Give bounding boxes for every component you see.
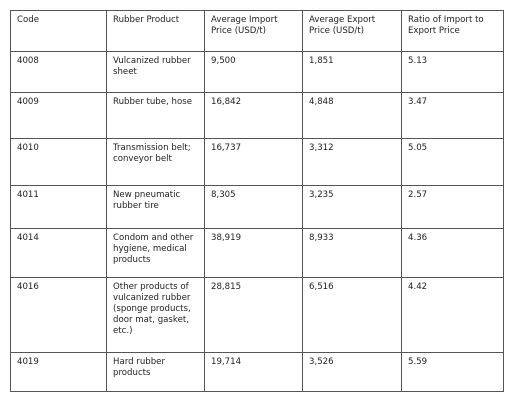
header-rubber-product: Rubber Product (106, 10, 205, 52)
header-average-export-price: Average Export Price (USD/t) (302, 10, 402, 52)
table-header-row: Code Rubber Product Average Import Price… (10, 10, 504, 52)
cell-export-price: 3,312 (302, 138, 402, 186)
cell-product: Transmission belt; conveyor belt (106, 138, 205, 186)
cell-product: Rubber tube, hose (106, 92, 205, 139)
cell-ratio: 5.05 (401, 138, 504, 186)
table-row: 4009 Rubber tube, hose 16,842 4,848 3.47 (10, 92, 504, 139)
cell-code: 4009 (10, 92, 107, 139)
table-row: 4011 New pneumatic rubber tire 8,305 3,2… (10, 185, 504, 229)
cell-export-price: 3,235 (302, 185, 402, 229)
cell-code: 4011 (10, 185, 107, 229)
header-code: Code (10, 10, 107, 52)
cell-export-price: 3,526 (302, 352, 402, 392)
cell-import-price: 8,305 (204, 185, 303, 229)
cell-ratio: 3.47 (401, 92, 504, 139)
cell-product: Vulcanized rubber sheet (106, 51, 205, 93)
table-row: 4014 Condom and other hygiene, medical p… (10, 228, 504, 278)
cell-code: 4010 (10, 138, 107, 186)
cell-ratio: 5.59 (401, 352, 504, 392)
table-row: 4008 Vulcanized rubber sheet 9,500 1,851… (10, 51, 504, 93)
table-row: 4010 Transmission belt; conveyor belt 16… (10, 138, 504, 186)
cell-export-price: 8,933 (302, 228, 402, 278)
cell-ratio: 2.57 (401, 185, 504, 229)
cell-import-price: 19,714 (204, 352, 303, 392)
header-average-import-price: Average Import Price (USD/t) (204, 10, 303, 52)
cell-product: Hard rubber products (106, 352, 205, 392)
cell-import-price: 9,500 (204, 51, 303, 93)
cell-code: 4014 (10, 228, 107, 278)
cell-product: Condom and other hygiene, medical produc… (106, 228, 205, 278)
price-table-container: Code Rubber Product Average Import Price… (10, 10, 504, 392)
cell-import-price: 16,842 (204, 92, 303, 139)
cell-product: New pneumatic rubber tire (106, 185, 205, 229)
cell-ratio: 4.42 (401, 277, 504, 353)
cell-export-price: 1,851 (302, 51, 402, 93)
cell-ratio: 5.13 (401, 51, 504, 93)
cell-import-price: 16,737 (204, 138, 303, 186)
cell-product: Other products of vulcanized rubber (spo… (106, 277, 205, 353)
cell-ratio: 4.36 (401, 228, 504, 278)
cell-import-price: 38,919 (204, 228, 303, 278)
table-row: 4019 Hard rubber products 19,714 3,526 5… (10, 352, 504, 392)
table-row: 4016 Other products of vulcanized rubber… (10, 277, 504, 353)
header-ratio: Ratio of Import to Export Price (401, 10, 504, 52)
cell-export-price: 4,848 (302, 92, 402, 139)
cell-code: 4008 (10, 51, 107, 93)
rubber-price-table: Code Rubber Product Average Import Price… (10, 10, 504, 392)
cell-code: 4016 (10, 277, 107, 353)
cell-export-price: 6,516 (302, 277, 402, 353)
cell-import-price: 28,815 (204, 277, 303, 353)
cell-code: 4019 (10, 352, 107, 392)
